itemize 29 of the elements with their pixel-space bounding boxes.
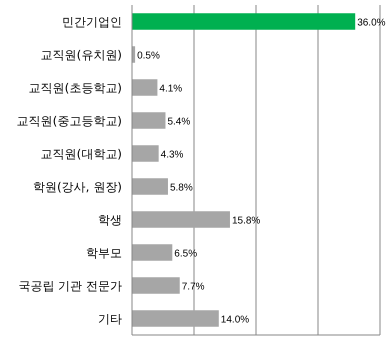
data-label: 15.8% <box>232 216 260 226</box>
bar <box>132 79 158 96</box>
y-tick-label: 교직원(대학교) <box>40 147 122 161</box>
data-label: 5.4% <box>167 116 190 128</box>
bar <box>132 112 166 129</box>
data-label: 0.5% <box>137 50 160 62</box>
y-tick-label: 교직원(초등학교) <box>28 81 122 95</box>
data-label: 7.7% <box>182 282 205 292</box>
y-tick-label: 국공립 기관 전문가 <box>18 279 122 293</box>
data-label: 5.8% <box>170 182 193 194</box>
bar <box>132 178 168 195</box>
data-label: 6.5% <box>174 248 198 260</box>
data-label: 4.1% <box>159 84 182 94</box>
y-tick-label: 학부모 <box>86 246 122 260</box>
y-tick-label: 교직원(중고등학교) <box>16 114 122 128</box>
bar <box>132 244 172 261</box>
y-tick-label: 학생 <box>98 213 122 227</box>
bar <box>132 277 180 294</box>
bar <box>132 13 356 30</box>
y-tick-label: 기타 <box>98 312 122 326</box>
y-tick-label: 학원(강사, 원장) <box>33 180 122 194</box>
bar <box>132 145 159 162</box>
data-label: 36.0% <box>357 18 386 28</box>
bar <box>132 211 230 228</box>
data-label: 4.3% <box>160 150 184 160</box>
y-tick-label: 민간기업인 <box>62 15 122 29</box>
bar <box>132 310 219 327</box>
y-tick-label: 교직원(유치원) <box>40 48 122 62</box>
data-label: 14.0% <box>220 314 250 326</box>
